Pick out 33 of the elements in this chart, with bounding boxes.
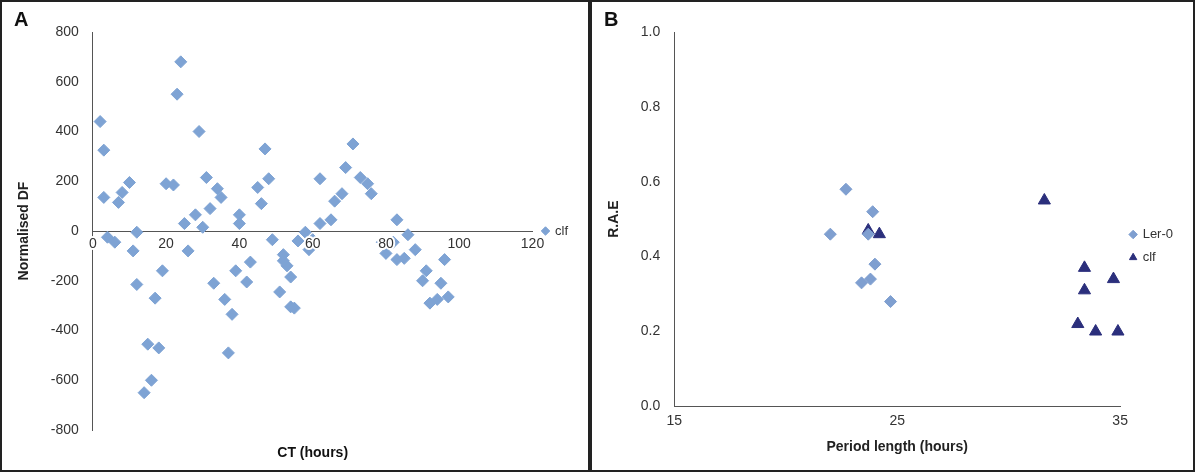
legend-label: Ler-0 [1142,226,1174,242]
y-tick-label: 0.4 [640,247,661,264]
y-tick-label: -200 [50,271,80,288]
y-tick-label: -800 [50,420,80,437]
x-tick-label: 15 [666,411,683,428]
chart-title: B [604,7,619,30]
y-tick-label: 200 [55,172,80,189]
x-tick-label: 100 [447,234,472,251]
x-tick-label: 25 [889,411,906,428]
x-axis-title: CT (hours) [277,443,349,460]
x-tick-label: 20 [158,234,175,251]
chart-title: A [14,7,29,30]
y-tick-label: 0.2 [640,322,661,339]
y-tick-label: 400 [55,122,80,139]
y-tick-label: 0 [71,221,80,238]
legend-label: clf [1142,249,1157,265]
x-tick-label: 120 [520,234,545,251]
x-tick-label: 80 [378,234,394,251]
y-tick-label: 600 [55,72,80,89]
x-tick-label: 40 [231,234,248,251]
legend-label: clf [555,222,569,238]
x-axis-title: Period length (hours) [826,438,968,455]
y-tick-label: 800 [55,22,80,39]
y-tick-label: -400 [50,321,80,338]
x-tick-label: 35 [1112,411,1129,428]
y-tick-label: -600 [50,371,80,388]
y-tick-label: 0.0 [640,397,661,414]
y-tick-label: 0.8 [640,97,661,114]
y-axis-title: Normalised DF [15,181,32,281]
y-tick-label: 1.0 [640,22,661,39]
x-tick-label: 60 [304,234,321,251]
y-tick-label: 0.6 [640,172,661,189]
y-axis-title: R.A.E [605,200,622,238]
